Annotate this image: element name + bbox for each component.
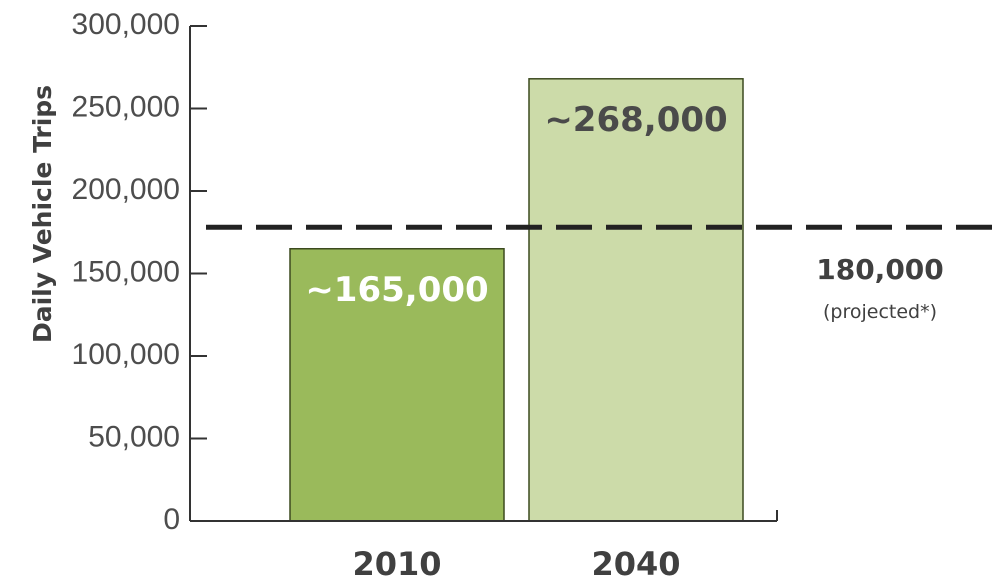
- x-category-label-2010: 2010: [352, 545, 441, 583]
- y-tick-label: 250,000: [72, 90, 180, 123]
- y-tick-label: 50,000: [88, 420, 180, 453]
- y-tick-label: 200,000: [72, 173, 180, 206]
- x-axis-categories: 2010 2040: [352, 545, 680, 583]
- y-tick-label: 0: [163, 503, 180, 536]
- data-label-2010: ~165,000: [305, 270, 488, 310]
- reference-note-label: (projected*): [823, 301, 937, 323]
- y-tick-label: 150,000: [72, 255, 180, 288]
- data-label-2040: ~268,000: [544, 100, 727, 140]
- reference-value-label: 180,000: [816, 253, 944, 286]
- bars: ~165,000 ~268,000: [289, 78, 744, 522]
- x-category-label-2040: 2040: [591, 545, 680, 583]
- y-tick-label: 100,000: [72, 338, 180, 371]
- y-tick-label: 300,000: [72, 8, 180, 41]
- bar-2040: [528, 78, 744, 522]
- y-axis-label: Daily Vehicle Trips: [28, 85, 57, 343]
- y-axis-ticks: 0 50,000 100,000 150,000 200,000 250,000 300,0…: [72, 8, 207, 536]
